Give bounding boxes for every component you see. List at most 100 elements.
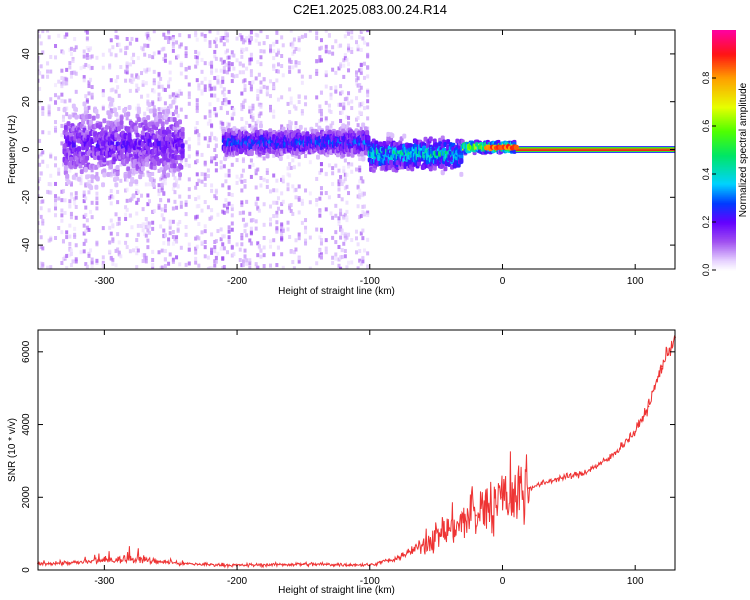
heatmap-cell bbox=[84, 238, 88, 243]
colorbar-cell bbox=[712, 256, 736, 259]
heatmap-cell bbox=[177, 172, 182, 178]
heatmap-cell bbox=[257, 244, 261, 249]
heatmap-cell bbox=[41, 106, 45, 111]
heatmap-cell bbox=[109, 218, 113, 223]
heatmap-cell bbox=[288, 234, 292, 239]
heatmap-cell bbox=[168, 219, 172, 224]
heatmap-cell bbox=[197, 263, 201, 268]
heatmap-cell bbox=[213, 194, 217, 199]
heatmap-cell bbox=[60, 208, 64, 213]
heatmap-cell bbox=[272, 200, 276, 205]
heatmap-cell bbox=[265, 85, 269, 90]
heatmap-cell bbox=[232, 111, 236, 116]
heatmap-cell bbox=[197, 221, 201, 226]
heatmap-cell bbox=[74, 71, 78, 76]
heatmap-cell bbox=[171, 259, 175, 264]
heatmap-cell bbox=[177, 119, 182, 125]
heatmap-cell bbox=[85, 174, 90, 180]
heatmap-cell bbox=[176, 228, 180, 233]
heatmap-cell bbox=[90, 92, 94, 97]
heatmap-cell bbox=[276, 97, 280, 102]
heatmap-cell bbox=[432, 165, 437, 171]
y-tick-label: -40 bbox=[21, 237, 32, 252]
heatmap-cell bbox=[327, 195, 331, 200]
heatmap-cell bbox=[62, 107, 67, 113]
heatmap-cell bbox=[288, 173, 292, 178]
heatmap-cell bbox=[136, 103, 140, 108]
heatmap-cell bbox=[272, 63, 276, 68]
heatmap-cell bbox=[135, 211, 139, 216]
heatmap-cell bbox=[248, 109, 252, 114]
heatmap-cell bbox=[146, 67, 150, 72]
heatmap-cell bbox=[195, 150, 199, 155]
heatmap-cell bbox=[159, 198, 163, 203]
heatmap-cell bbox=[227, 67, 231, 72]
heatmap-cell bbox=[256, 33, 260, 38]
heatmap-cell bbox=[101, 260, 105, 265]
heatmap-cell bbox=[227, 225, 231, 230]
heatmap-cell bbox=[125, 245, 129, 250]
snr-data-point bbox=[528, 487, 530, 490]
heatmap-cell bbox=[163, 101, 167, 106]
heatmap-cell bbox=[90, 168, 94, 173]
heatmap-cell bbox=[221, 183, 225, 188]
heatmap-cell bbox=[318, 235, 322, 240]
heatmap-cell bbox=[324, 49, 328, 54]
heatmap-cell bbox=[162, 241, 166, 246]
heatmap-cell bbox=[210, 159, 214, 164]
heatmap-cell bbox=[122, 107, 127, 113]
heatmap-cell bbox=[276, 245, 280, 250]
heatmap-cell bbox=[300, 220, 304, 225]
snr-data-point bbox=[607, 458, 610, 460]
heatmap-cell bbox=[245, 47, 249, 52]
colorbar-cell bbox=[712, 212, 736, 215]
heatmap-cell bbox=[73, 201, 77, 206]
heatmap-cell bbox=[235, 73, 239, 78]
heatmap-cell bbox=[130, 56, 134, 61]
heatmap-cell bbox=[318, 55, 322, 60]
heatmap-cell bbox=[151, 226, 155, 231]
heatmap-cell bbox=[109, 78, 113, 83]
heatmap-cell bbox=[130, 196, 134, 201]
heatmap-cell bbox=[213, 245, 217, 250]
heatmap-cell bbox=[159, 224, 163, 229]
heatmap-cell bbox=[280, 228, 284, 233]
heatmap-cell bbox=[297, 184, 301, 189]
heatmap-cell bbox=[256, 96, 260, 101]
heatmap-cell bbox=[194, 185, 198, 190]
heatmap-cell bbox=[68, 48, 72, 53]
heatmap-cell bbox=[362, 204, 366, 209]
heatmap-cell bbox=[63, 210, 67, 215]
heatmap-cell bbox=[361, 122, 366, 128]
heatmap-cell bbox=[184, 46, 188, 51]
heatmap-cell bbox=[331, 255, 335, 260]
heatmap-cell bbox=[159, 96, 163, 101]
heatmap-cell bbox=[47, 105, 51, 110]
heatmap-cell bbox=[146, 107, 150, 112]
heatmap-cell bbox=[168, 252, 172, 257]
heatmap-cell bbox=[144, 32, 148, 37]
heatmap-cell bbox=[240, 242, 244, 247]
heatmap-cell bbox=[275, 69, 279, 74]
colorbar-cell bbox=[712, 120, 736, 123]
heatmap-cell bbox=[148, 142, 153, 148]
heatmap-cell bbox=[95, 242, 99, 247]
heatmap-cell bbox=[194, 256, 198, 261]
heatmap-cell bbox=[222, 59, 226, 64]
heatmap-cell bbox=[262, 264, 266, 269]
heatmap-cell bbox=[329, 126, 333, 131]
heatmap-cell bbox=[440, 169, 445, 175]
heatmap-cell bbox=[135, 106, 139, 111]
snr-data-point bbox=[660, 365, 663, 368]
heatmap-cell bbox=[428, 136, 433, 142]
heatmap-cell bbox=[334, 203, 338, 208]
heatmap-cell bbox=[256, 196, 260, 201]
heatmap-cell bbox=[65, 181, 69, 186]
heatmap-cell bbox=[248, 258, 252, 263]
colorbar-cell bbox=[712, 30, 736, 33]
heatmap-cell bbox=[41, 30, 45, 34]
heatmap-cell bbox=[143, 111, 147, 116]
colorbar-cell bbox=[712, 82, 736, 85]
heatmap-cell bbox=[82, 75, 86, 80]
heatmap-cell bbox=[318, 58, 322, 63]
